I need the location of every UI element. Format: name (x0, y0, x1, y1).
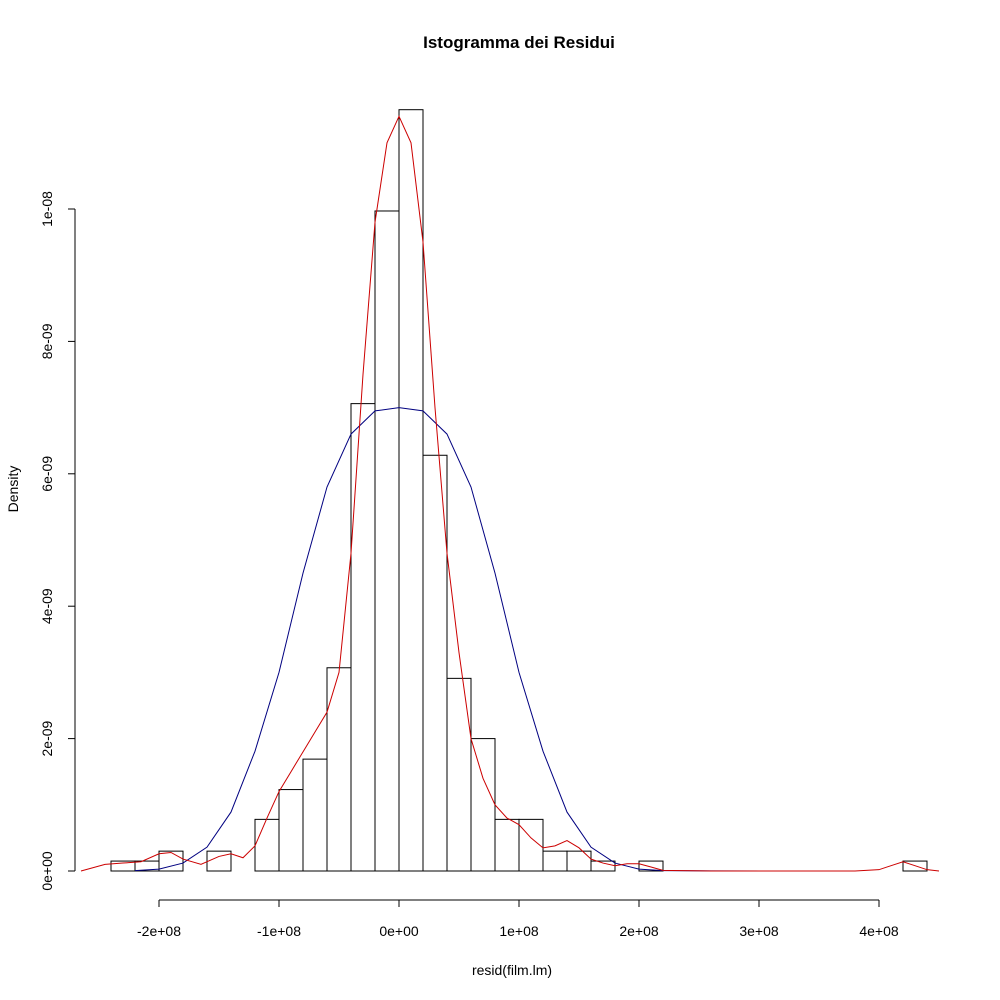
histogram-bars (110, 109, 928, 872)
histogram-bar (638, 860, 664, 872)
histogram-bar (350, 403, 376, 872)
x-tick-label: 0e+00 (379, 923, 419, 939)
density-curves (80, 115, 940, 872)
kernel-density-curve (80, 115, 940, 872)
y-tick-label: 2e-09 (39, 720, 55, 756)
x-axis-label: resid(film.lm) (472, 962, 552, 978)
histogram-bar (542, 850, 568, 872)
x-tick-label: 1e+08 (499, 923, 539, 939)
y-tick-label: 6e-09 (39, 456, 55, 492)
histogram-bar (278, 789, 304, 872)
histogram-bar (302, 758, 328, 872)
y-tick-label: 4e-09 (39, 588, 55, 624)
histogram-bar (158, 850, 184, 872)
x-tick-label: -1e+08 (257, 923, 301, 939)
histogram-bar (494, 818, 520, 872)
y-axis-label: Density (5, 466, 21, 513)
histogram-bar (206, 850, 232, 872)
normal-density-curve (134, 407, 772, 872)
x-tick-label: 4e+08 (859, 923, 899, 939)
histogram-bar (446, 677, 472, 872)
y-tick-label: 8e-09 (39, 323, 55, 359)
histogram-bar (374, 210, 400, 872)
histogram-bar (398, 109, 424, 872)
chart-title: Istogramma dei Residui (423, 33, 615, 52)
histogram-bar (518, 818, 544, 872)
histogram-bar (902, 860, 928, 872)
x-tick-label: -2e+08 (137, 923, 181, 939)
histogram-bar (326, 667, 352, 872)
x-tick-label: 2e+08 (619, 923, 659, 939)
y-tick-label: 0e+00 (39, 851, 55, 891)
histogram-bar (422, 454, 448, 872)
x-axis: -2e+08 -1e+08 0e+00 1e+08 2e+08 3e+08 4e+08 (137, 899, 899, 939)
histogram-bar (566, 850, 592, 872)
x-tick-label: 3e+08 (739, 923, 779, 939)
y-axis: 0e+00 2e-09 4e-09 6e-09 8e-09 1e-08 (39, 191, 76, 891)
y-tick-label: 1e-08 (39, 191, 55, 227)
histogram-bar (470, 738, 496, 872)
histogram-bar (254, 818, 280, 872)
